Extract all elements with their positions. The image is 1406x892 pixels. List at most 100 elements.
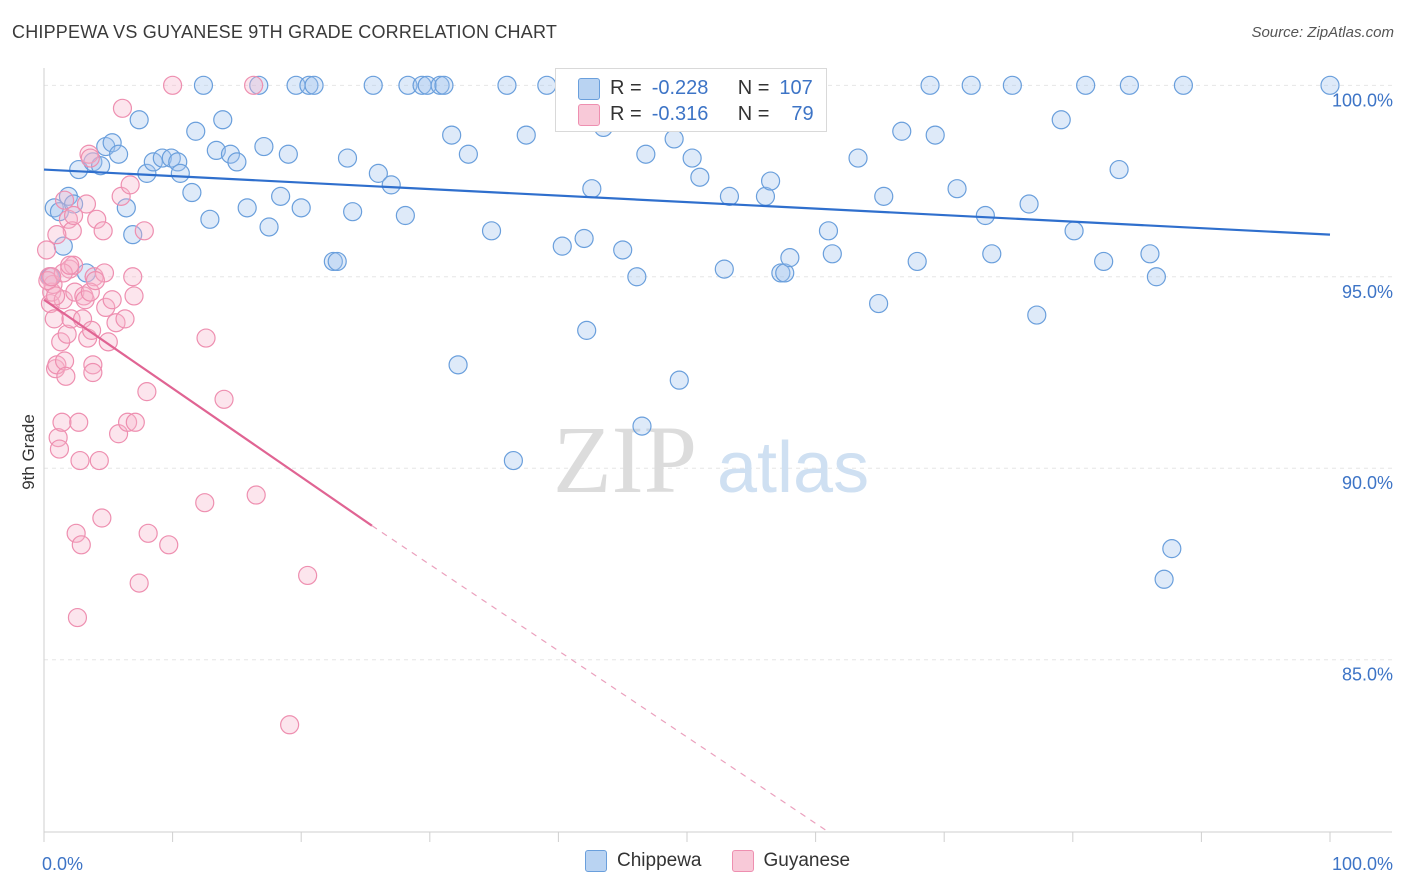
- chart-title: CHIPPEWA VS GUYANESE 9TH GRADE CORRELATI…: [12, 22, 558, 42]
- point-guyanese: [92, 508, 112, 528]
- bottom-legend-swatch-guyanese: [731, 850, 754, 872]
- point-guyanese: [246, 485, 266, 505]
- point-chippewa: [690, 167, 710, 187]
- point-chippewa: [237, 198, 257, 218]
- point-guyanese: [196, 328, 216, 348]
- data-points: [36, 75, 1340, 735]
- point-guyanese: [80, 148, 100, 168]
- watermark: ZIP atlas: [553, 406, 869, 513]
- point-guyanese: [66, 523, 86, 543]
- point-chippewa: [381, 175, 401, 195]
- point-guyanese: [214, 389, 234, 409]
- point-chippewa: [206, 140, 226, 161]
- point-chippewa: [669, 370, 689, 390]
- point-chippewa: [1094, 251, 1114, 272]
- point-chippewa: [200, 209, 220, 229]
- point-chippewa: [613, 240, 633, 260]
- bottom-legend-swatch-chippewa: [585, 850, 607, 872]
- point-guyanese: [117, 412, 138, 432]
- point-chippewa: [892, 121, 912, 141]
- legend-r-label: R =: [610, 103, 642, 125]
- point-chippewa: [1320, 75, 1340, 95]
- point-chippewa: [537, 75, 557, 95]
- legend-n-label: N =: [737, 103, 770, 125]
- point-chippewa: [170, 163, 190, 183]
- point-guyanese: [83, 362, 103, 383]
- point-guyanese: [163, 75, 183, 95]
- point-chippewa: [503, 450, 523, 471]
- point-guyanese: [80, 282, 100, 302]
- y-axis-label: 9th Grade: [19, 414, 38, 490]
- y-tick-label: 85.0%: [1342, 665, 1393, 685]
- point-chippewa: [254, 136, 274, 157]
- point-guyanese: [244, 75, 264, 95]
- point-chippewa: [1162, 539, 1182, 559]
- point-guyanese: [51, 332, 71, 352]
- point-guyanese: [129, 573, 149, 593]
- point-chippewa: [168, 152, 188, 172]
- point-guyanese: [96, 297, 116, 318]
- point-chippewa: [90, 156, 111, 176]
- point-chippewa: [249, 75, 269, 95]
- point-guyanese: [125, 412, 145, 432]
- point-chippewa: [108, 144, 129, 164]
- y-tick-label: 95.0%: [1342, 282, 1393, 302]
- point-guyanese: [54, 190, 75, 210]
- point-guyanese: [71, 535, 91, 555]
- point-chippewa: [1109, 159, 1129, 180]
- point-guyanese: [115, 309, 135, 329]
- point-guyanese: [57, 324, 77, 344]
- axis-labels: 85.0% 90.0% 95.0% 100.0% 0.0% 100.0% 9th Grade: [19, 90, 1393, 874]
- legend-row-chippewa: R = -0.228 N = 107: [578, 77, 813, 100]
- point-chippewa: [278, 144, 298, 164]
- point-guyanese: [298, 565, 318, 586]
- point-chippewa: [552, 236, 572, 256]
- point-chippewa: [304, 75, 324, 95]
- point-chippewa: [448, 355, 468, 375]
- point-guyanese: [159, 535, 179, 555]
- bottom-legend-label-chippewa: Chippewa: [617, 850, 702, 871]
- point-chippewa: [497, 75, 517, 95]
- point-chippewa: [1027, 305, 1047, 325]
- point-chippewa: [1173, 75, 1193, 95]
- point-chippewa: [636, 144, 656, 164]
- point-chippewa: [760, 171, 781, 191]
- point-chippewa: [582, 179, 602, 199]
- point-guyanese: [42, 282, 62, 302]
- point-guyanese: [54, 351, 75, 371]
- point-chippewa: [442, 125, 462, 145]
- legend-r-value-chippewa: -0.228: [651, 77, 709, 99]
- point-chippewa: [1140, 244, 1160, 264]
- point-guyanese: [63, 205, 84, 226]
- point-chippewa: [577, 320, 597, 340]
- point-chippewa: [220, 144, 241, 164]
- point-chippewa: [1019, 194, 1039, 214]
- point-chippewa: [182, 182, 202, 203]
- point-guyanese: [60, 255, 80, 275]
- point-chippewa: [193, 75, 214, 95]
- point-chippewa: [368, 163, 388, 183]
- point-chippewa: [102, 133, 122, 153]
- point-chippewa: [516, 125, 536, 145]
- point-chippewa: [714, 259, 734, 279]
- legend-box: R = -0.228 N = 107 R = -0.316 N = 79: [555, 68, 827, 132]
- point-chippewa: [925, 125, 945, 145]
- point-chippewa: [682, 148, 702, 168]
- point-chippewa: [818, 221, 839, 241]
- point-chippewa: [975, 205, 995, 226]
- point-chippewa: [664, 129, 684, 149]
- point-chippewa: [775, 263, 795, 283]
- x-tick-label-max: 100.0%: [1332, 854, 1393, 874]
- point-guyanese: [44, 309, 64, 329]
- point-chippewa: [458, 144, 478, 164]
- point-chippewa: [1154, 569, 1174, 589]
- point-chippewa: [337, 148, 358, 168]
- point-chippewa: [116, 198, 136, 218]
- point-chippewa: [874, 186, 894, 206]
- grid-lines: [44, 84, 1392, 661]
- point-chippewa: [299, 75, 319, 95]
- point-guyanese: [120, 175, 140, 195]
- point-guyanese: [76, 194, 97, 214]
- point-chippewa: [961, 75, 981, 95]
- point-chippewa: [719, 186, 740, 206]
